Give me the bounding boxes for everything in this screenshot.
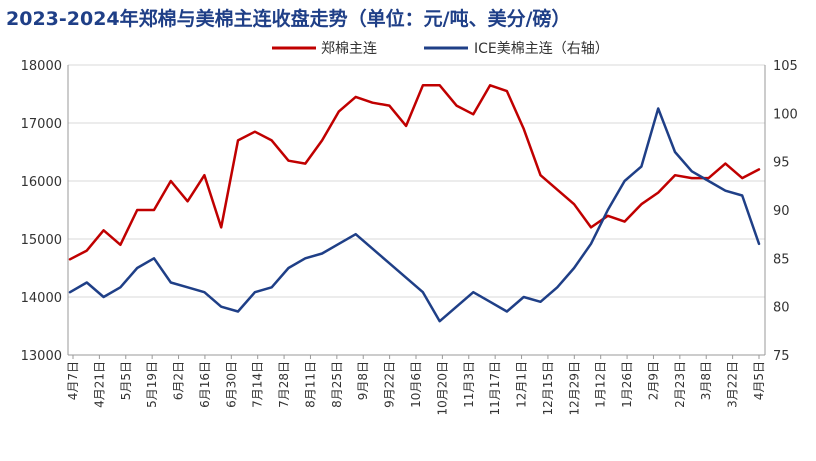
chart-title: 2023-2024年郑棉与美棉主连收盘走势（单位：元/吨、美分/磅） — [6, 7, 571, 30]
x-tick-label: 3月22日 — [726, 361, 740, 408]
right-tick-label: 75 — [773, 349, 790, 364]
x-tick-label: 9月8日 — [356, 361, 370, 400]
x-tick-label: 10月6日 — [409, 361, 423, 408]
x-tick-label: 7月14日 — [251, 361, 265, 408]
x-tick-label: 8月25日 — [330, 361, 344, 408]
x-tick-label: 4月5日 — [752, 361, 766, 400]
right-tick-label: 100 — [773, 107, 798, 122]
x-tick-label: 2月23日 — [673, 361, 687, 408]
x-tick-label: 12月1日 — [515, 361, 529, 408]
right-tick-label: 90 — [773, 204, 790, 219]
x-tick-label: 1月12日 — [594, 361, 608, 408]
axes — [67, 65, 766, 356]
x-tick-label: 4月21日 — [92, 361, 106, 408]
x-tick-label: 6月30日 — [224, 361, 238, 408]
grid-lines — [68, 64, 765, 356]
legend-label-ice: ICE美棉主连（右轴） — [474, 40, 609, 57]
x-axis-ticks: 4月7日 4月21日 5月5日 5月19日 6月2日 6月16日 6月30日 7月14日 7月2… — [66, 355, 766, 416]
x-tick-label: 9月22日 — [383, 361, 397, 408]
x-tick-label: 6月2日 — [172, 361, 186, 400]
right-tick-label: 105 — [773, 59, 798, 74]
left-tick-label: 13000 — [21, 349, 62, 364]
right-tick-label: 80 — [773, 301, 790, 316]
x-tick-label: 3月8日 — [699, 361, 713, 400]
series-line-zce-cotton — [68, 84, 761, 261]
x-tick-label: 8月11日 — [303, 361, 317, 408]
x-tick-label: 2月9日 — [646, 361, 660, 400]
x-tick-label: 6月16日 — [198, 361, 212, 408]
series-layer — [68, 84, 761, 323]
legend-label-zce: 郑棉主连 — [321, 40, 377, 57]
x-tick-label: 11月17日 — [488, 361, 502, 416]
left-tick-label: 17000 — [21, 117, 62, 132]
x-tick-label: 1月26日 — [620, 361, 634, 408]
series-line-ice-cotton — [68, 107, 761, 323]
legend: 郑棉主连 ICE美棉主连（右轴） — [272, 40, 609, 57]
x-tick-label: 12月29日 — [567, 361, 581, 416]
left-tick-label: 14000 — [21, 291, 62, 306]
left-axis-ticks: 13000 14000 15000 16000 17000 18000 — [21, 59, 62, 364]
x-tick-label: 5月19日 — [145, 361, 159, 408]
x-tick-label: 4月7日 — [66, 361, 80, 400]
left-tick-label: 16000 — [21, 175, 62, 190]
x-tick-label: 11月3日 — [462, 361, 476, 408]
x-tick-label: 5月5日 — [119, 361, 133, 400]
left-tick-label: 15000 — [21, 233, 62, 248]
left-tick-label: 18000 — [21, 59, 62, 74]
right-tick-label: 95 — [773, 156, 790, 171]
x-tick-label: 7月28日 — [277, 361, 291, 408]
right-axis-ticks: 75 80 85 90 95 100 105 — [773, 59, 798, 364]
right-tick-label: 85 — [773, 252, 790, 267]
x-tick-label: 12月15日 — [541, 361, 555, 416]
x-tick-label: 10月20日 — [435, 361, 449, 416]
